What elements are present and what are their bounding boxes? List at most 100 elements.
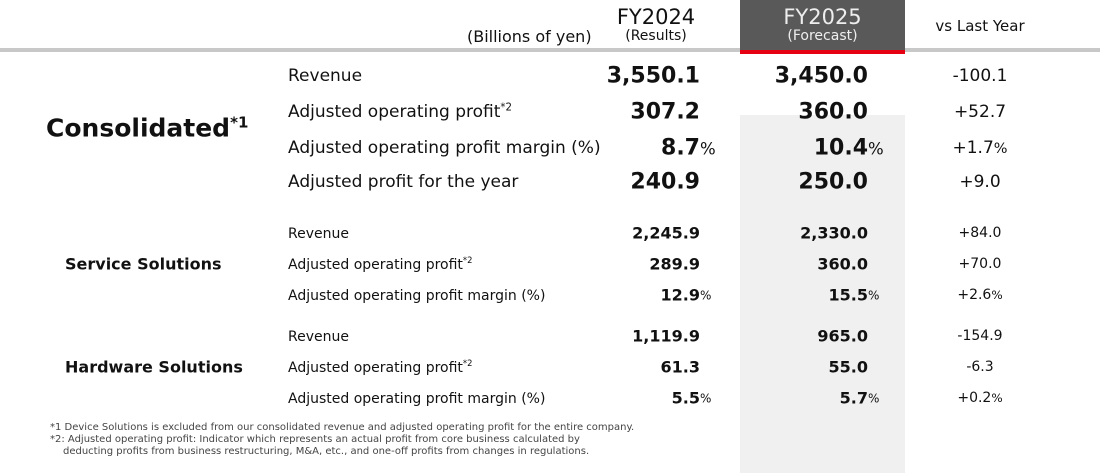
- vs-last-year-value: -154.9: [905, 328, 1055, 344]
- vs-number: -6.3: [966, 359, 994, 375]
- fy2025-subtitle: (Forecast): [787, 28, 858, 44]
- vs-number: +70.0: [958, 256, 1002, 272]
- row-label-text: Adjusted operating profit margin (%): [288, 287, 546, 304]
- row-label-text: Adjusted operating profit margin (%): [288, 138, 601, 158]
- row-label: Adjusted operating profit*2: [288, 255, 472, 273]
- forecast-accent-bar: [740, 50, 905, 54]
- fy2025-value: 360.0: [817, 255, 868, 274]
- fy2025-unit: %: [868, 391, 880, 406]
- fy2024-number: 2,245.9: [632, 223, 700, 243]
- fy2024-number: 8.7: [661, 135, 700, 161]
- row-label: Adjusted operating profit*2: [288, 102, 512, 122]
- fy2025-header: FY2025 (Forecast): [740, 0, 905, 50]
- vs-number: +0.2: [957, 390, 992, 406]
- fy2025-title: FY2025: [783, 5, 862, 29]
- fy2025-number: 15.5: [828, 285, 868, 305]
- segment-name: Service Solutions: [65, 255, 222, 274]
- footnote-2: *2: Adjusted operating profit: Indicator…: [50, 434, 580, 445]
- fy2024-value: 3,550.1: [607, 64, 700, 89]
- row-label-text: Adjusted operating profit margin (%): [288, 390, 546, 407]
- fy2025-number: 55.0: [828, 357, 868, 377]
- fy2024-subtitle: (Results): [625, 28, 687, 44]
- fy2025-number: 10.4: [813, 135, 868, 161]
- fy2025-unit: %: [868, 139, 884, 159]
- fy2024-number: 240.9: [630, 169, 700, 195]
- fy2024-number: 289.9: [649, 254, 700, 274]
- unit-label: (Billions of yen): [467, 27, 592, 46]
- fy2025-value: 3,450.0: [775, 64, 868, 89]
- fy2024-unit: %: [700, 391, 712, 406]
- fy2025-number: 360.0: [817, 254, 868, 274]
- segment-name: Hardware Solutions: [65, 358, 243, 377]
- fy2024-number: 61.3: [660, 357, 700, 377]
- forecast-column-background: [740, 115, 905, 473]
- segment-footnote-mark: *1: [230, 113, 249, 132]
- row-label: Adjusted operating profit margin (%): [288, 389, 545, 407]
- fy2024-unit: %: [700, 288, 712, 303]
- fy2025-value: 5.7%: [839, 388, 880, 408]
- row-footnote-mark: *2: [500, 102, 512, 114]
- fy2025-value: 55.0: [829, 358, 868, 377]
- vs-last-year-value: -6.3: [905, 359, 1055, 375]
- vs-number: +9.0: [959, 172, 1001, 192]
- vs-number: -154.9: [957, 328, 1003, 344]
- row-label-text: Adjusted operating profit: [288, 102, 501, 122]
- header-divider: [0, 48, 1100, 52]
- vs-last-year-value: +2.6%: [905, 287, 1055, 303]
- fy2024-value: 61.3: [661, 358, 700, 377]
- fy2025-value: 2,330.0: [800, 224, 868, 243]
- fy2024-value: 12.9%: [661, 286, 712, 305]
- fy2024-value: 307.2: [630, 100, 700, 125]
- segment-name-text: Hardware Solutions: [65, 357, 243, 377]
- fy2025-number: 360.0: [798, 99, 868, 125]
- vs-number: +52.7: [953, 102, 1007, 122]
- vs-unit: %: [991, 391, 1003, 405]
- fy2025-value: 965.0: [817, 327, 868, 346]
- footnote-2-cont: deducting profits from business restruct…: [63, 446, 590, 457]
- fy2025-value: 15.5%: [828, 285, 880, 305]
- fy2025-number: 250.0: [798, 169, 868, 195]
- vs-last-year-value: +84.0: [905, 225, 1055, 241]
- vs-unit: %: [991, 288, 1003, 302]
- fy2024-value: 8.7%: [661, 135, 716, 161]
- fy2024-value: 1,119.9: [632, 327, 700, 346]
- fy2024-value: 289.9: [649, 255, 700, 274]
- row-label-text: Adjusted operating profit: [288, 256, 463, 273]
- vs-last-year-value: +52.7: [905, 102, 1055, 122]
- fy2024-number: 307.2: [630, 99, 700, 125]
- row-label: Revenue: [288, 224, 349, 242]
- vs-number: -100.1: [952, 66, 1008, 86]
- row-footnote-mark: *2: [462, 255, 473, 266]
- fy2024-number: 3,550.1: [606, 63, 700, 89]
- vs-number: +84.0: [958, 225, 1002, 241]
- segment-name-text: Consolidated: [46, 113, 231, 143]
- row-label-text: Revenue: [288, 225, 349, 242]
- vs-number: +2.6: [957, 287, 992, 303]
- row-label: Revenue: [288, 327, 349, 345]
- fy2024-unit: %: [700, 139, 716, 159]
- fy2024-header: FY2024 (Results): [600, 6, 712, 44]
- row-label: Adjusted operating profit margin (%): [288, 286, 545, 304]
- fy2024-value: 5.5%: [671, 388, 712, 408]
- vs-last-year-value: +70.0: [905, 256, 1055, 272]
- segment-name: Consolidated*1: [46, 113, 248, 142]
- footnote-1: *1 Device Solutions is excluded from our…: [50, 422, 635, 433]
- vs-last-year-value: +0.2%: [905, 390, 1055, 406]
- vs-last-year-value: +9.0: [905, 172, 1055, 192]
- segment-name-text: Service Solutions: [65, 254, 222, 274]
- fy2024-number: 1,119.9: [632, 326, 700, 346]
- fy2024-title: FY2024: [616, 5, 696, 29]
- fy2025-number: 5.7: [839, 388, 868, 408]
- fy2025-number: 965.0: [817, 326, 868, 346]
- fy2025-value: 250.0: [798, 170, 868, 195]
- fy2025-number: 2,330.0: [800, 223, 868, 243]
- fy2025-unit: %: [868, 288, 880, 303]
- row-label-text: Revenue: [288, 66, 363, 86]
- fy2024-value: 2,245.9: [632, 224, 700, 243]
- fy2024-number: 5.5: [671, 388, 700, 408]
- row-label: Revenue: [288, 66, 362, 86]
- fy2025-value: 10.4%: [813, 135, 884, 161]
- row-label: Adjusted operating profit margin (%): [288, 138, 601, 158]
- vs-unit: %: [993, 141, 1008, 157]
- vs-header: vs Last Year: [935, 17, 1025, 35]
